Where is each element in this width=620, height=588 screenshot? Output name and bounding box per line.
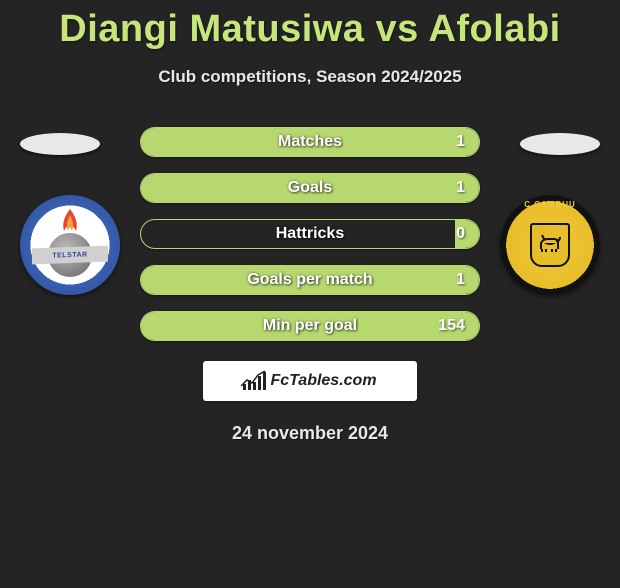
stat-label: Matches <box>141 128 479 156</box>
stat-value-right: 1 <box>456 128 465 156</box>
attribution-text: FcTables.com <box>270 372 376 390</box>
page-title: Diangi Matusiwa vs Afolabi <box>0 8 620 51</box>
stat-row: Goals1 <box>140 173 480 203</box>
right-player-silhouette <box>520 133 600 155</box>
subtitle: Club competitions, Season 2024/2025 <box>0 67 620 87</box>
stat-label: Min per goal <box>141 312 479 340</box>
cambuur-ring-text: C CAMBUU <box>500 200 600 209</box>
telstar-banner-text: TELSTAR <box>32 246 108 265</box>
stat-value-right: 1 <box>456 174 465 202</box>
left-club-badge: TELSTAR <box>20 195 120 295</box>
animal-icon <box>538 233 562 253</box>
telstar-badge-icon: TELSTAR <box>20 195 120 295</box>
stat-row: Matches1 <box>140 127 480 157</box>
right-club-badge: C CAMBUU <box>500 195 600 295</box>
stat-label: Goals <box>141 174 479 202</box>
attribution-box[interactable]: FcTables.com <box>203 361 417 401</box>
date-text: 24 november 2024 <box>0 423 620 444</box>
stat-row: Goals per match1 <box>140 265 480 295</box>
stat-value-right: 1 <box>456 266 465 294</box>
stat-row: Hattricks0 <box>140 219 480 249</box>
stat-rows: Matches1Goals1Hattricks0Goals per match1… <box>140 127 480 357</box>
stat-label: Hattricks <box>141 220 479 248</box>
left-player-silhouette <box>20 133 100 155</box>
cambuur-badge-icon: C CAMBUU <box>500 195 600 295</box>
stat-row: Min per goal154 <box>140 311 480 341</box>
stat-value-right: 154 <box>438 312 465 340</box>
chart-icon <box>243 372 266 390</box>
stat-label: Goals per match <box>141 266 479 294</box>
comparison-panel: TELSTAR C CAMBUU Matches1Goals1Hattricks… <box>0 115 620 355</box>
stat-value-right: 0 <box>456 220 465 248</box>
